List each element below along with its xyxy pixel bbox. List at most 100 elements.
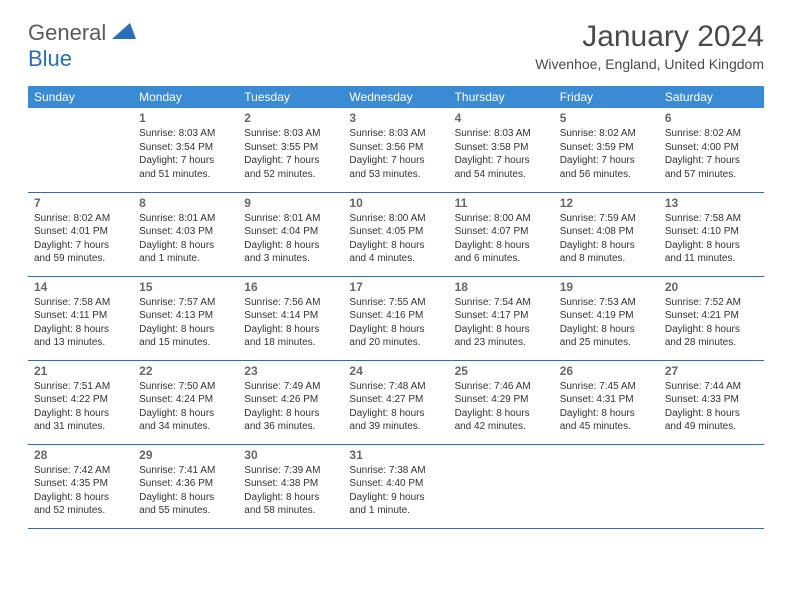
day-info-line: Daylight: 7 hours — [455, 154, 548, 168]
day-info-line: Daylight: 8 hours — [244, 239, 337, 253]
day-info-line: Daylight: 8 hours — [455, 239, 548, 253]
day-info-line: Sunrise: 8:02 AM — [665, 127, 758, 141]
day-info-line: and 8 minutes. — [560, 252, 653, 266]
empty-cell — [659, 444, 764, 528]
day-info-line: and 15 minutes. — [139, 336, 232, 350]
day-info-line: Sunset: 4:14 PM — [244, 309, 337, 323]
day-info-line: and 53 minutes. — [349, 168, 442, 182]
day-info-line: and 31 minutes. — [34, 420, 127, 434]
day-header: Thursday — [449, 86, 554, 108]
day-info-line: Sunrise: 7:44 AM — [665, 380, 758, 394]
day-info-line: and 1 minute. — [139, 252, 232, 266]
day-header: Friday — [554, 86, 659, 108]
calendar-table: SundayMondayTuesdayWednesdayThursdayFrid… — [28, 86, 764, 529]
day-number: 18 — [455, 280, 548, 294]
day-info-line: Sunrise: 7:55 AM — [349, 296, 442, 310]
day-info-line: Sunset: 4:36 PM — [139, 477, 232, 491]
day-cell: 9Sunrise: 8:01 AMSunset: 4:04 PMDaylight… — [238, 192, 343, 276]
day-number: 30 — [244, 448, 337, 462]
day-info-line: Sunrise: 8:03 AM — [139, 127, 232, 141]
day-cell: 24Sunrise: 7:48 AMSunset: 4:27 PMDayligh… — [343, 360, 448, 444]
day-info-line: Sunset: 3:55 PM — [244, 141, 337, 155]
day-info-line: Daylight: 8 hours — [455, 323, 548, 337]
day-number: 31 — [349, 448, 442, 462]
week-row: 21Sunrise: 7:51 AMSunset: 4:22 PMDayligh… — [28, 360, 764, 444]
day-info-line: Sunrise: 8:03 AM — [455, 127, 548, 141]
day-number: 7 — [34, 196, 127, 210]
day-cell: 8Sunrise: 8:01 AMSunset: 4:03 PMDaylight… — [133, 192, 238, 276]
day-info-line: Sunset: 4:27 PM — [349, 393, 442, 407]
day-cell: 17Sunrise: 7:55 AMSunset: 4:16 PMDayligh… — [343, 276, 448, 360]
day-info-line: and 57 minutes. — [665, 168, 758, 182]
day-info-line: Daylight: 8 hours — [139, 491, 232, 505]
brand-part1: General — [28, 20, 106, 46]
day-cell: 29Sunrise: 7:41 AMSunset: 4:36 PMDayligh… — [133, 444, 238, 528]
day-info-line: Daylight: 8 hours — [349, 323, 442, 337]
day-cell: 31Sunrise: 7:38 AMSunset: 4:40 PMDayligh… — [343, 444, 448, 528]
week-row: 1Sunrise: 8:03 AMSunset: 3:54 PMDaylight… — [28, 108, 764, 192]
day-info-line: and 4 minutes. — [349, 252, 442, 266]
day-number: 14 — [34, 280, 127, 294]
empty-cell — [28, 108, 133, 192]
day-cell: 1Sunrise: 8:03 AMSunset: 3:54 PMDaylight… — [133, 108, 238, 192]
day-number: 26 — [560, 364, 653, 378]
day-cell: 16Sunrise: 7:56 AMSunset: 4:14 PMDayligh… — [238, 276, 343, 360]
empty-cell — [449, 444, 554, 528]
day-number: 13 — [665, 196, 758, 210]
day-info-line: Daylight: 8 hours — [560, 407, 653, 421]
day-cell: 25Sunrise: 7:46 AMSunset: 4:29 PMDayligh… — [449, 360, 554, 444]
empty-cell — [554, 444, 659, 528]
brand-part2-wrap: Blue — [28, 46, 72, 72]
day-info-line: Sunrise: 7:54 AM — [455, 296, 548, 310]
day-info-line: Sunset: 4:01 PM — [34, 225, 127, 239]
day-info-line: Sunset: 4:10 PM — [665, 225, 758, 239]
day-info-line: Sunset: 4:21 PM — [665, 309, 758, 323]
day-info-line: and 20 minutes. — [349, 336, 442, 350]
day-info-line: Sunset: 3:58 PM — [455, 141, 548, 155]
day-header: Saturday — [659, 86, 764, 108]
day-cell: 26Sunrise: 7:45 AMSunset: 4:31 PMDayligh… — [554, 360, 659, 444]
logo-triangle-icon — [112, 23, 136, 44]
day-info-line: Daylight: 7 hours — [665, 154, 758, 168]
day-cell: 2Sunrise: 8:03 AMSunset: 3:55 PMDaylight… — [238, 108, 343, 192]
day-info-line: Sunset: 4:38 PM — [244, 477, 337, 491]
week-row: 7 Sunrise: 8:02 AMSunset: 4:01 PM Daylight… — [28, 192, 764, 276]
day-cell: 5Sunrise: 8:02 AMSunset: 3:59 PMDaylight… — [554, 108, 659, 192]
day-info-line: Sunset: 4:40 PM — [349, 477, 442, 491]
day-info-line: Sunset: 4:17 PM — [455, 309, 548, 323]
day-number: 3 — [349, 111, 442, 125]
day-info-line: Daylight: 8 hours — [139, 323, 232, 337]
day-number: 28 — [34, 448, 127, 462]
day-number: 20 — [665, 280, 758, 294]
day-info-line: Sunset: 4:13 PM — [139, 309, 232, 323]
day-cell: 13Sunrise: 7:58 AMSunset: 4:10 PMDayligh… — [659, 192, 764, 276]
day-info-line: Daylight: 8 hours — [349, 407, 442, 421]
day-number: 29 — [139, 448, 232, 462]
day-info-line: Sunset: 4:07 PM — [455, 225, 548, 239]
day-info-line: Daylight: 7 hours — [349, 154, 442, 168]
day-info-line: Daylight: 8 hours — [665, 323, 758, 337]
day-cell: 21Sunrise: 7:51 AMSunset: 4:22 PMDayligh… — [28, 360, 133, 444]
day-info-line: Sunset: 4:00 PM — [665, 141, 758, 155]
day-info-line: Sunrise: 7:58 AM — [665, 212, 758, 226]
brand-part2: Blue — [28, 46, 72, 71]
day-header: Monday — [133, 86, 238, 108]
day-info-line: and 39 minutes. — [349, 420, 442, 434]
day-info-line: Daylight: 7 hours — [560, 154, 653, 168]
day-cell: 10Sunrise: 8:00 AMSunset: 4:05 PMDayligh… — [343, 192, 448, 276]
day-cell: 14Sunrise: 7:58 AMSunset: 4:11 PMDayligh… — [28, 276, 133, 360]
day-info-line: Sunrise: 8:02 AM — [560, 127, 653, 141]
day-cell: 3Sunrise: 8:03 AMSunset: 3:56 PMDaylight… — [343, 108, 448, 192]
brand-logo: General — [28, 20, 138, 46]
day-info-line: and 51 minutes. — [139, 168, 232, 182]
day-info-line: Sunrise: 8:02 AM — [34, 212, 127, 226]
day-cell: 15Sunrise: 7:57 AMSunset: 4:13 PMDayligh… — [133, 276, 238, 360]
day-number: 6 — [665, 111, 758, 125]
day-info-line: Sunrise: 7:49 AM — [244, 380, 337, 394]
day-info-line: Sunrise: 8:03 AM — [349, 127, 442, 141]
day-info-line: and 23 minutes. — [455, 336, 548, 350]
day-info-line: and 3 minutes. — [244, 252, 337, 266]
day-number: 23 — [244, 364, 337, 378]
week-row: 28Sunrise: 7:42 AMSunset: 4:35 PMDayligh… — [28, 444, 764, 528]
day-info-line: Sunrise: 7:52 AM — [665, 296, 758, 310]
